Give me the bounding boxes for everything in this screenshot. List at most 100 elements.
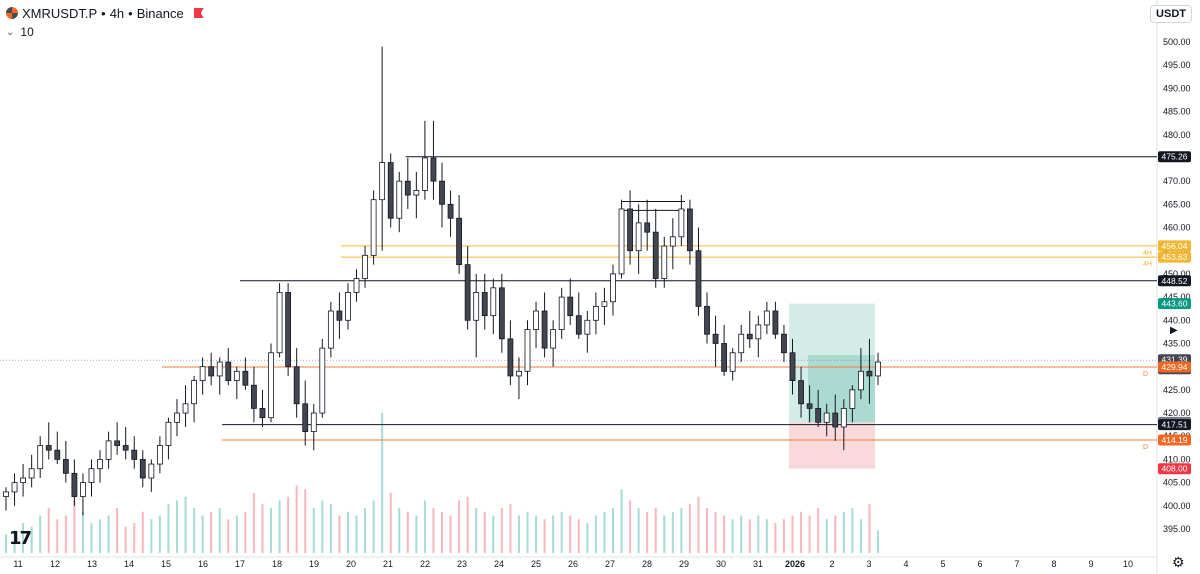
volume-bar (723, 515, 726, 553)
chevron-down-icon[interactable]: ⌄ (6, 26, 15, 38)
candle-body (3, 491, 9, 497)
volume-bar (22, 523, 25, 553)
x-tick-label: 24 (494, 559, 504, 569)
volume-bar (731, 519, 734, 553)
candle-body (242, 370, 249, 386)
volume-bar (560, 511, 563, 553)
candle-body (379, 162, 386, 201)
price-tag-label: 429.94 (1162, 362, 1188, 372)
candle-body (259, 408, 266, 419)
x-tick-label: 17 (235, 559, 245, 569)
volume-bar (227, 519, 230, 553)
timeframe-label[interactable]: 4h (109, 5, 125, 21)
candle-body (88, 468, 95, 484)
volume-bar (364, 508, 367, 553)
candle-body (866, 370, 873, 377)
x-tick-label: 28 (642, 559, 652, 569)
currency-button[interactable]: USDT (1150, 5, 1192, 23)
volume-bar (432, 508, 435, 553)
y-tick-label: 480.00 (1163, 130, 1191, 140)
volume-bar (406, 511, 409, 553)
volume-bar (47, 508, 50, 553)
candle-body (498, 287, 505, 340)
volume-bar (475, 508, 478, 553)
flag-icon[interactable] (193, 8, 204, 18)
candle-body (635, 222, 642, 252)
arrow-right-icon[interactable]: ▶ (1170, 325, 1178, 336)
volume-bar (261, 504, 264, 553)
volume-bar (663, 515, 666, 553)
symbol-name[interactable]: XMRUSDT.P (22, 5, 98, 21)
candle-body (430, 157, 437, 182)
candle-body (310, 412, 317, 432)
price-tag (1158, 251, 1191, 263)
volume-bar (586, 523, 589, 553)
volume-bar (526, 511, 529, 553)
volume-bar (877, 530, 879, 553)
volume-bar (295, 485, 298, 553)
volume-bar (782, 519, 785, 553)
candle-body (687, 208, 693, 252)
candle-body (858, 370, 864, 391)
candle-body (669, 236, 676, 247)
volume-bar (73, 500, 76, 553)
candle-body (174, 412, 180, 423)
candle-body (789, 352, 796, 381)
candle-body (721, 343, 728, 372)
x-tick-label: 2026 (785, 559, 805, 569)
candle-body (156, 445, 163, 465)
volume-bar (56, 519, 59, 553)
volume-bar (834, 515, 837, 553)
candle-body (704, 305, 710, 335)
volume-indicator-legend[interactable]: ⌄ 10 (6, 25, 34, 39)
volume-bar (842, 511, 845, 553)
candle-body (447, 203, 454, 219)
tradingview-logo[interactable]: 17 (9, 528, 32, 549)
candle-body (45, 445, 52, 451)
volume-bar (646, 511, 649, 553)
exchange-label[interactable]: Binance (136, 5, 184, 21)
candle-body (293, 366, 300, 405)
x-tick-label: 25 (531, 559, 541, 569)
candle-body (516, 370, 522, 377)
gear-icon[interactable]: ⚙ (1172, 554, 1185, 570)
x-tick-label: 20 (346, 559, 356, 569)
candle-body (652, 231, 659, 279)
volume-bar (372, 500, 375, 553)
candle-body (114, 440, 121, 446)
candle-body (302, 403, 309, 432)
candle-body (199, 366, 206, 381)
symbol-header[interactable]: XMRUSDT.P • 4h • Binance (6, 4, 204, 22)
x-tick-label: 9 (1088, 559, 1093, 569)
volume-bar (654, 508, 657, 553)
candle-body (182, 403, 189, 414)
y-tick-label: 435.00 (1163, 338, 1191, 348)
candle-body (823, 412, 830, 423)
volume-bar (107, 515, 110, 553)
volume-bar (244, 511, 247, 553)
volume-bar (5, 534, 7, 553)
volume-bar (483, 511, 486, 553)
volume-bar (449, 515, 452, 553)
candle-body (62, 459, 69, 474)
candle-body (54, 449, 61, 460)
candle-body (772, 310, 779, 335)
candle-body (131, 449, 138, 460)
candle-body (584, 319, 591, 335)
candle-body (746, 333, 753, 340)
volume-bar (150, 519, 153, 553)
x-tick-label: 12 (50, 559, 60, 569)
volume-ma-length[interactable]: 10 (20, 25, 34, 39)
candle-body (473, 292, 480, 321)
volume-bar (338, 515, 341, 553)
candle-body (105, 440, 112, 460)
volume-bar (193, 508, 196, 553)
x-tick-label: 27 (605, 559, 615, 569)
candle-body (208, 366, 215, 377)
volume-bar (697, 496, 700, 553)
candle-body (644, 222, 651, 233)
x-tick-label: 30 (716, 559, 726, 569)
candle-body (849, 389, 856, 409)
candle-body (524, 329, 531, 372)
